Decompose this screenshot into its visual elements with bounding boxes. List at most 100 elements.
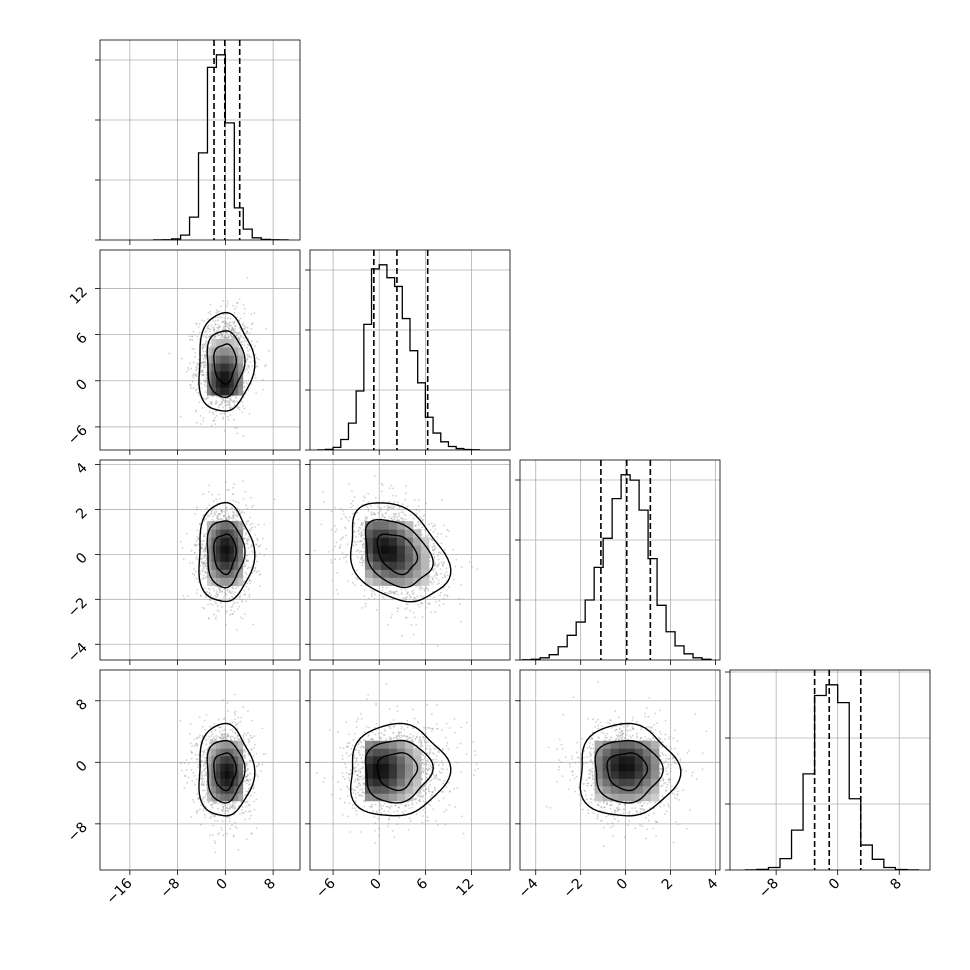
scatter-point xyxy=(334,506,337,509)
scatter-point xyxy=(242,565,245,568)
scatter-point xyxy=(359,539,362,542)
scatter-point xyxy=(230,329,233,332)
scatter-point xyxy=(417,505,420,507)
scatter-point xyxy=(225,336,227,339)
scatter-point xyxy=(406,591,409,594)
scatter-point xyxy=(219,333,222,335)
scatter-point xyxy=(189,732,191,735)
density-cell xyxy=(364,545,374,554)
scatter-point xyxy=(246,343,249,346)
scatter-point xyxy=(199,823,202,826)
scatter-point xyxy=(242,323,244,326)
scatter-point xyxy=(415,508,418,511)
scatter-point xyxy=(255,571,258,574)
scatter-point xyxy=(246,775,249,778)
scatter-point xyxy=(231,507,234,510)
scatter-point xyxy=(243,344,246,347)
scatter-point xyxy=(395,590,398,593)
scatter-point xyxy=(218,726,221,729)
scatter-point xyxy=(229,399,232,402)
scatter-point xyxy=(392,507,394,510)
scatter-point xyxy=(236,405,239,408)
scatter-point xyxy=(195,592,198,595)
scatter-point xyxy=(228,327,230,330)
scatter-point xyxy=(202,577,205,580)
scatter-point xyxy=(196,588,199,591)
scatter-point xyxy=(246,330,249,333)
scatter-point xyxy=(217,319,219,322)
scatter-point xyxy=(397,515,400,518)
scatter-point xyxy=(452,548,455,551)
scatter-point xyxy=(244,593,247,596)
density-cell xyxy=(220,347,226,356)
scatter-point xyxy=(435,574,438,576)
scatter-point xyxy=(401,517,404,520)
scatter-point xyxy=(205,364,207,367)
scatter-point xyxy=(392,515,395,518)
scatter-point xyxy=(202,562,205,565)
scatter-point xyxy=(412,589,415,592)
scatter-point xyxy=(220,510,223,512)
density-cell xyxy=(233,339,239,348)
scatter-point xyxy=(213,328,216,331)
scatter-point xyxy=(224,336,227,339)
contour-line xyxy=(376,533,419,576)
scatter-point xyxy=(210,738,213,741)
scatter-point xyxy=(330,510,333,513)
scatter-point xyxy=(262,388,265,391)
scatter-point xyxy=(204,376,207,379)
scatter-point xyxy=(203,366,206,369)
density-cell xyxy=(388,521,398,530)
scatter-point xyxy=(204,771,207,773)
scatter-point xyxy=(240,335,243,338)
scatter-point xyxy=(438,562,441,565)
scatter-point xyxy=(415,623,418,626)
scatter-point xyxy=(212,802,215,804)
scatter-point xyxy=(437,579,440,582)
scatter-point xyxy=(365,518,368,520)
scatter-point xyxy=(431,539,433,542)
scatter-point xyxy=(353,522,356,525)
scatter-point xyxy=(242,756,245,758)
scatter-point xyxy=(200,558,203,561)
panel-frame xyxy=(99,249,301,451)
scatter-point xyxy=(200,546,203,549)
scatter-point xyxy=(423,590,426,592)
density-cell xyxy=(404,529,414,538)
scatter-point xyxy=(360,535,363,538)
scatter-point xyxy=(430,611,432,614)
scatter-point xyxy=(201,544,204,547)
scatter-point xyxy=(229,614,231,616)
scatter-point xyxy=(201,362,204,364)
scatter-point xyxy=(455,558,458,561)
scatter-point xyxy=(196,508,198,511)
scatter-point xyxy=(232,327,234,330)
scatter-point xyxy=(246,582,249,585)
scatter-point xyxy=(195,544,198,546)
scatter-point xyxy=(207,617,210,619)
scatter-point xyxy=(231,326,234,329)
scatter-point xyxy=(388,506,390,509)
scatter-point xyxy=(234,591,237,594)
scatter-point xyxy=(203,519,206,522)
scatter-point xyxy=(216,330,218,333)
scatter-point xyxy=(421,588,424,590)
scatter-point xyxy=(364,602,367,605)
scatter-point xyxy=(229,333,232,336)
scatter-point xyxy=(197,363,200,366)
scatter-point xyxy=(204,549,207,552)
scatter-point xyxy=(413,596,415,599)
density-cell xyxy=(215,355,221,364)
scatter-point xyxy=(212,515,214,518)
scatter-point xyxy=(228,597,231,600)
scatter-point xyxy=(219,403,222,405)
scatter-point xyxy=(246,357,248,360)
scatter-point xyxy=(436,583,439,586)
scatter-point xyxy=(242,322,245,325)
scatter-point xyxy=(426,602,429,605)
scatter-point xyxy=(222,406,225,409)
scatter-point xyxy=(247,365,250,367)
scatter-point xyxy=(351,504,354,507)
scatter-point xyxy=(386,506,389,509)
scatter-point xyxy=(255,392,258,395)
